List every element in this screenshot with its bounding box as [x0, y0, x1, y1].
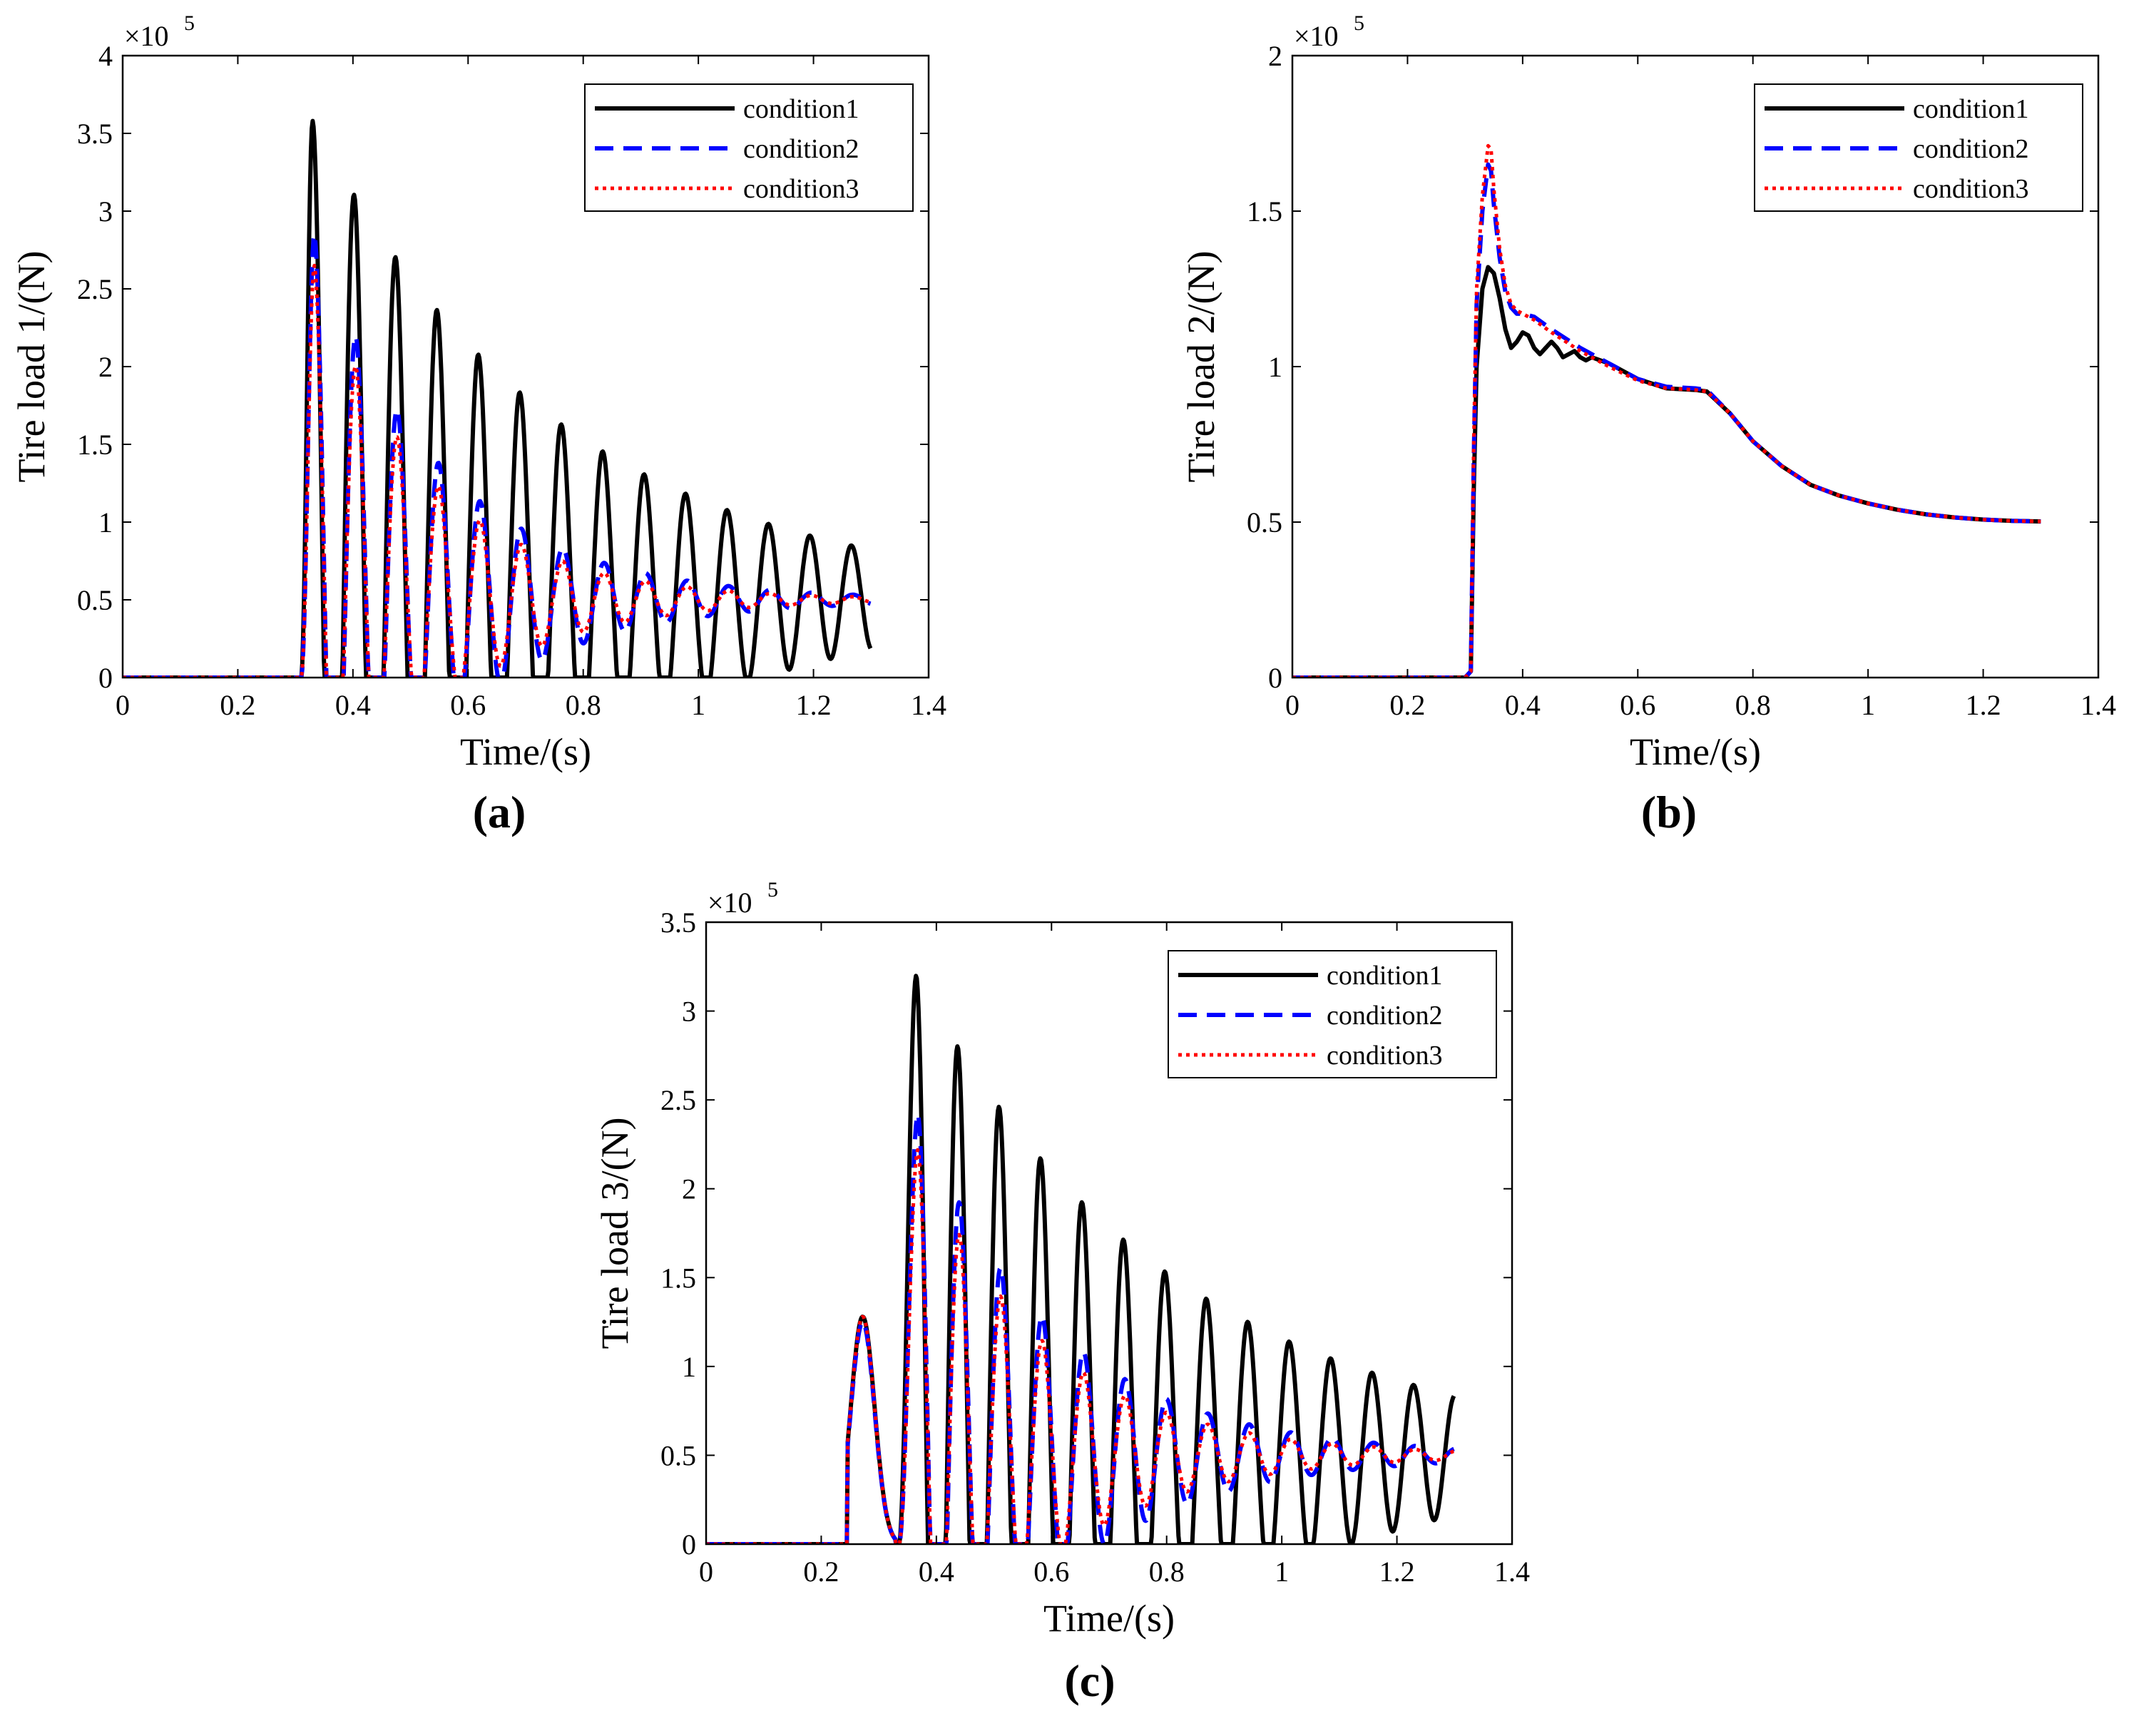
x-tick-label: 1 — [1861, 689, 1875, 721]
x-tick-label: 1.4 — [911, 689, 946, 721]
y-tick-label: 2 — [98, 351, 113, 383]
chart-panel-3: 0 0.2 0.4 0.6 0.8 1 1.2 1.4 0 0.5 1 1.5 2 2.5 3 3.5 ×10 5… — [593, 878, 1530, 1640]
series-line-condition3 — [706, 1148, 1455, 1544]
y-tick-label: 1.5 — [77, 429, 113, 461]
y-tick-label: 2 — [682, 1173, 696, 1205]
exponent-power: 5 — [184, 11, 195, 35]
panel-label: (c) — [1064, 1655, 1115, 1706]
x-axis-label: Time/(s) — [1043, 1597, 1175, 1640]
y-tick-label: 2.5 — [77, 273, 113, 305]
y-axis-label: Tire load 3/(N) — [593, 1118, 636, 1349]
y-tick-label: 0 — [1268, 662, 1282, 694]
legend-label-condition1: condition1 — [1327, 961, 1443, 991]
axes-frame — [705, 921, 1513, 1546]
x-tick-label: 0.6 — [1620, 689, 1655, 721]
legend: condition1 condition2 condition3 — [1754, 83, 2083, 212]
legend-label-condition1: condition1 — [743, 94, 859, 124]
series-line-condition2 — [123, 232, 872, 678]
x-tick-label: 0.8 — [566, 689, 601, 721]
y-tick-label: 1.5 — [1247, 195, 1282, 228]
x-tick-label: 1.2 — [796, 689, 832, 721]
exponent-power: 5 — [767, 878, 778, 902]
y-tick-label: 4 — [98, 40, 113, 72]
x-tick-label: 1.4 — [1494, 1556, 1530, 1588]
x-tick-label: 0 — [1285, 689, 1300, 721]
series-group — [706, 974, 1456, 1544]
x-tick-label: 1.4 — [2081, 689, 2116, 721]
y-tick-label: 1 — [682, 1351, 696, 1383]
y-tick-label: 1.5 — [660, 1262, 696, 1294]
y-tick-label: 3.5 — [77, 118, 113, 150]
exponent-power: 5 — [1354, 11, 1364, 35]
y-tick-label: 0.5 — [1247, 506, 1282, 538]
exponent-label: ×10 — [708, 887, 752, 919]
x-tick-label: 1.2 — [1379, 1556, 1415, 1588]
x-tick-label: 1 — [691, 689, 705, 721]
panel-label: (a) — [473, 787, 526, 837]
series-group — [1292, 143, 2041, 678]
x-axis-label: Time/(s) — [1630, 730, 1761, 773]
y-tick-label: 0 — [98, 662, 113, 694]
x-tick-label: 1 — [1275, 1556, 1289, 1588]
x-tick-label: 0.4 — [919, 1556, 954, 1588]
x-tick-label: 1.2 — [1966, 689, 2001, 721]
x-tick-label: 0.6 — [450, 689, 486, 721]
y-axis-label: Tire load 2/(N) — [1180, 251, 1222, 483]
series-line-condition2 — [706, 1112, 1456, 1544]
legend: condition1 condition2 condition3 — [1168, 950, 1497, 1078]
legend-label-condition2: condition2 — [743, 134, 859, 164]
exponent-label: ×10 — [1294, 20, 1339, 52]
legend-label-condition3: condition3 — [1327, 1041, 1443, 1071]
y-tick-label: 0 — [682, 1528, 696, 1561]
y-tick-label: 3 — [682, 996, 696, 1028]
y-tick-label: 3 — [98, 195, 113, 228]
x-tick-label: 0.8 — [1149, 1556, 1185, 1588]
x-tick-label: 0.8 — [1735, 689, 1771, 721]
series-line-condition1 — [706, 974, 1456, 1544]
series-line-condition3 — [1292, 143, 2041, 678]
legend-label-condition3: condition3 — [743, 174, 859, 204]
x-tick-label: 0.2 — [1389, 689, 1425, 721]
x-tick-label: 0.2 — [803, 1556, 839, 1588]
y-tick-label: 2 — [1268, 40, 1282, 72]
x-tick-label: 0.4 — [1505, 689, 1541, 721]
x-tick-label: 0.6 — [1033, 1556, 1069, 1588]
y-tick-label: 2.5 — [660, 1084, 696, 1116]
chart-panel-1: 0 0.2 0.4 0.6 0.8 1 1.2 1.4 0 0.5 1 1.5 2 2.5 3 3.5 4 ×10… — [10, 11, 946, 773]
chart-panel-2: 0 0.2 0.4 0.6 0.8 1 1.2 1.4 0 0.5 1 1.5 2 ×10 5 Time/(s… — [1180, 11, 2116, 773]
legend-label-condition2: condition2 — [1913, 134, 2029, 164]
x-tick-label: 0 — [116, 689, 130, 721]
y-axis-label: Tire load 1/(N) — [10, 251, 53, 483]
legend-label-condition1: condition1 — [1913, 94, 2029, 124]
y-tick-label: 0.5 — [77, 584, 113, 616]
panel-label: (b) — [1641, 787, 1697, 837]
x-tick-label: 0.4 — [335, 689, 371, 721]
legend-label-condition3: condition3 — [1913, 174, 2029, 204]
y-tick-label: 1 — [98, 506, 113, 538]
y-tick-label: 3.5 — [660, 907, 696, 939]
y-tick-label: 1 — [1268, 351, 1282, 383]
legend: condition1 condition2 condition3 — [584, 83, 914, 212]
y-tick-label: 0.5 — [660, 1439, 696, 1471]
x-tick-label: 0.2 — [220, 689, 255, 721]
x-tick-label: 0 — [699, 1556, 713, 1588]
legend-label-condition2: condition2 — [1327, 1001, 1443, 1031]
exponent-label: ×10 — [124, 20, 169, 52]
x-axis-label: Time/(s) — [460, 730, 591, 773]
